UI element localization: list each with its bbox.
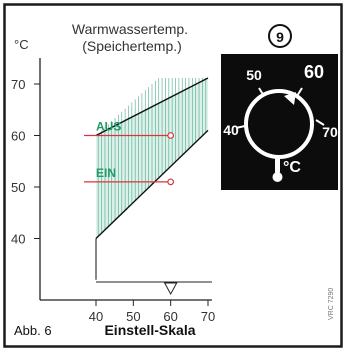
- chart-annotations: AUS EIN: [84, 120, 178, 296]
- badge-number: 9: [276, 29, 284, 45]
- chart-subtitle: (Speichertemp.): [82, 38, 182, 54]
- ein-line: [95, 129, 209, 240]
- thermostat-panel: 9 50 60 40 70 °C: [221, 24, 338, 190]
- y-tick-label: 40: [11, 232, 25, 247]
- dial-tick-70: [315, 119, 325, 126]
- x-tick-label: 60: [163, 309, 177, 324]
- chart-title: Warmwassertemp.: [72, 21, 188, 37]
- figure-frame: [3, 3, 343, 348]
- thermometer-icon: [272, 157, 283, 182]
- x-tick-label: 70: [201, 309, 215, 324]
- annotation-point: [167, 178, 175, 186]
- y-tick-label: 50: [11, 180, 25, 195]
- dial-label-40: 40: [223, 122, 239, 138]
- y-tick-label: 60: [11, 129, 25, 144]
- axes: [39, 58, 212, 301]
- figure-caption: Abb. 6: [14, 323, 52, 338]
- dial-tick-40: [235, 125, 246, 129]
- setting-dial: [244, 89, 314, 159]
- dial-tick-60: [296, 87, 303, 97]
- annotation-label: AUS: [96, 120, 121, 134]
- side-code: VRC 7290: [328, 288, 335, 320]
- x-tick-label: 40: [89, 309, 103, 324]
- dial-pointer-icon: [284, 92, 296, 105]
- annotation-point: [167, 132, 175, 139]
- x-axis-label: Einstell-Skala: [104, 322, 195, 338]
- annotation-label: EIN: [96, 166, 116, 180]
- axis-ticks: 40 50 60 70 40 50 60 70: [11, 77, 215, 324]
- badge-circle: [268, 24, 292, 48]
- y-axis-unit: °C: [14, 37, 29, 52]
- dial-label-50: 50: [246, 67, 262, 83]
- dial-label-70: 70: [322, 124, 338, 140]
- tolerance-band: [96, 78, 208, 280]
- setting-marker-icon: [163, 282, 178, 296]
- aus-line: [95, 77, 209, 137]
- dial-tick-50: [258, 87, 265, 97]
- chart-lines: [95, 77, 209, 280]
- y-tick-label: 70: [11, 77, 25, 92]
- dial-unit: °C: [283, 159, 301, 176]
- x-tick-label: 50: [126, 309, 140, 324]
- dial-label-60: 60: [304, 62, 324, 82]
